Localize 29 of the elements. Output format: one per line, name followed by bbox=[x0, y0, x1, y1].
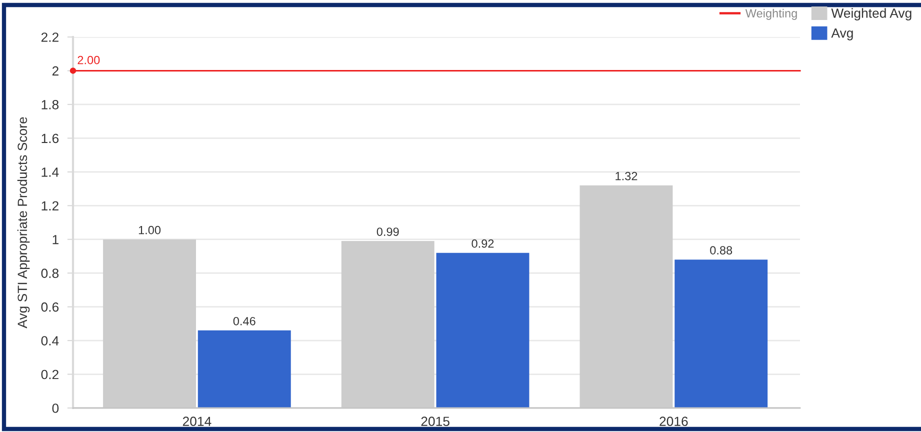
y-tick-label: 0.2 bbox=[41, 370, 58, 380]
y-axis-title: Avg STI Appropriate Products Score bbox=[17, 117, 30, 328]
data-label: 0.99 bbox=[376, 228, 399, 236]
bar bbox=[674, 260, 768, 408]
data-label: 1.32 bbox=[616, 172, 638, 180]
x-tick-label: 2014 bbox=[182, 416, 212, 426]
data-label: 1.00 bbox=[138, 226, 161, 234]
data-label: 0.92 bbox=[472, 239, 494, 248]
y-tick-label: 0 bbox=[52, 404, 59, 413]
legend-label: Weighted Avg bbox=[831, 8, 912, 20]
bar bbox=[198, 330, 291, 408]
legend-label: Avg bbox=[831, 28, 853, 40]
data-label: 0.88 bbox=[710, 246, 732, 254]
annotation: 2.00 bbox=[78, 56, 100, 64]
y-tick-label: 1.8 bbox=[42, 100, 59, 110]
bar bbox=[436, 252, 530, 408]
y-tick-label: 1.4 bbox=[42, 168, 59, 177]
y-tick-label: 2.2 bbox=[41, 32, 58, 42]
y-tick-label: 0.4 bbox=[41, 336, 59, 346]
y-tick-label: 0.6 bbox=[41, 302, 59, 312]
legend-label: Weighting bbox=[745, 8, 797, 20]
y-tick-label: 1.6 bbox=[42, 134, 59, 144]
y-tick-label: 0.8 bbox=[41, 268, 59, 278]
y-tick-label: 1.2 bbox=[42, 201, 58, 210]
y-tick-label: 2 bbox=[52, 66, 58, 76]
x-tick-label: 2016 bbox=[660, 416, 688, 426]
x-tick-label: 2015 bbox=[421, 416, 450, 426]
y-tick-label: 1 bbox=[52, 235, 58, 244]
data-label: 0.46 bbox=[233, 316, 256, 326]
